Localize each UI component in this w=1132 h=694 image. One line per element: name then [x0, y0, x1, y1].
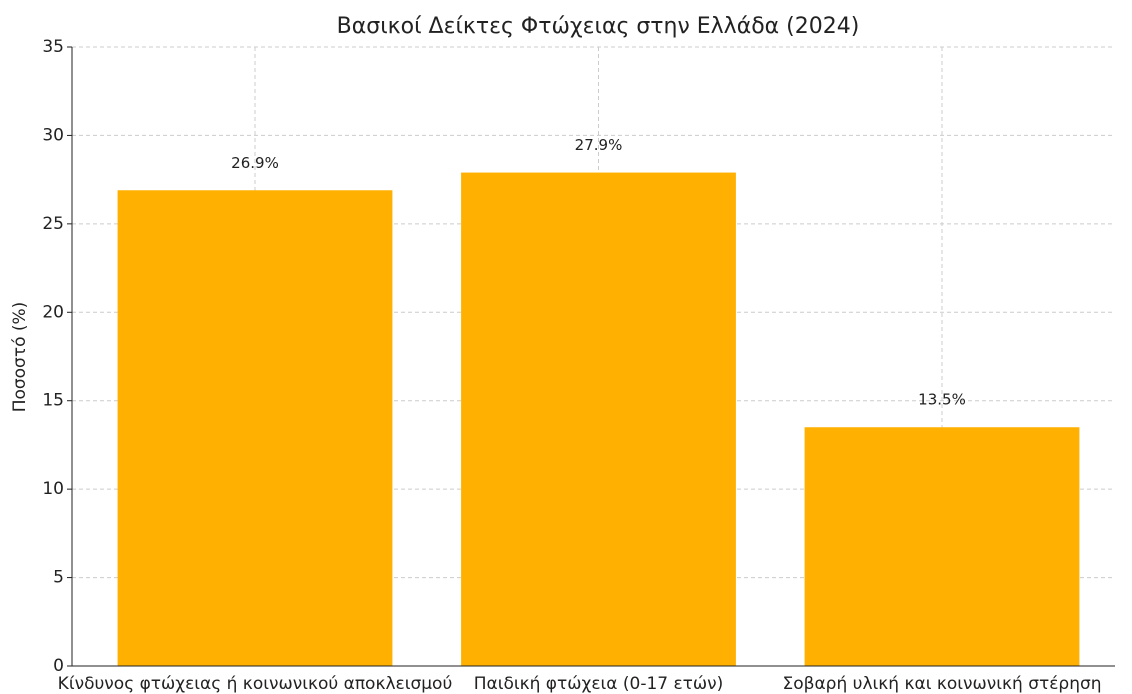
value-label: 27.9% [575, 136, 623, 154]
y-tick-label: 5 [53, 568, 64, 588]
y-tick-label: 30 [42, 125, 64, 145]
chart-title: Βασικοί Δείκτες Φτώχειας στην Ελλάδα (20… [337, 14, 860, 39]
y-tick-label: 10 [42, 479, 64, 499]
y-axis-label: Ποσοστό (%) [10, 302, 30, 413]
x-tick-label: Παιδική φτώχεια (0-17 ετών) [474, 674, 724, 694]
x-tick-label: Σοβαρή υλική και κοινωνική στέρηση [782, 674, 1101, 694]
y-tick-label: 15 [42, 391, 64, 411]
x-tick-label: Κίνδυνος φτώχειας ή κοινωνικού αποκλεισμ… [58, 674, 453, 694]
bar [461, 172, 736, 666]
value-label: 26.9% [231, 154, 279, 172]
bar [804, 427, 1080, 666]
y-tick-label: 25 [42, 214, 64, 234]
y-tick-label: 0 [53, 656, 64, 676]
y-tick-label: 35 [42, 37, 64, 57]
bar [117, 190, 393, 667]
value-label: 13.5% [918, 391, 966, 409]
y-tick-label: 20 [42, 302, 64, 322]
